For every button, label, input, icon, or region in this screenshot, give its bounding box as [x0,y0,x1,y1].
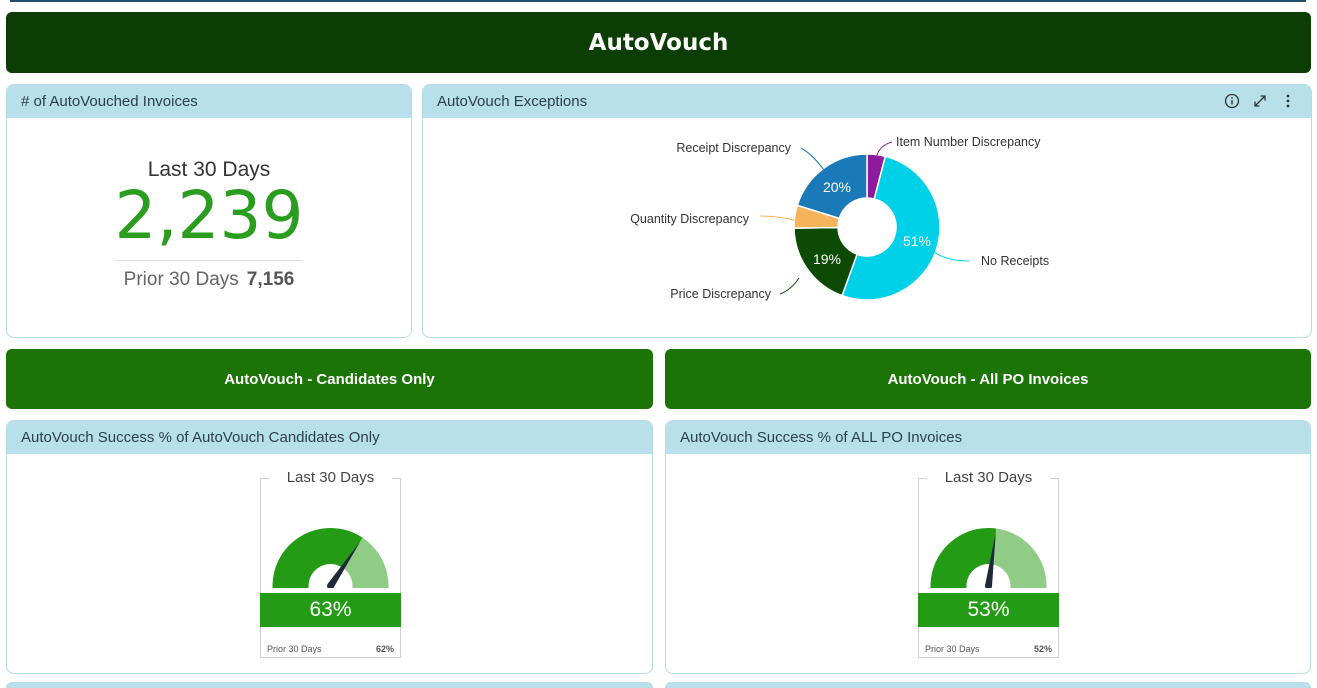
all-po-invoices-button[interactable]: AutoVouch - All PO Invoices [665,349,1311,409]
gauge-card-candidates-header: AutoVouch Success % of AutoVouch Candida… [7,421,652,454]
slice-label: Receipt Discrepancy [676,141,791,155]
label-leader-line [800,147,825,171]
gauge-remaining-arc [342,537,389,588]
success-gauge [930,528,1047,588]
slice-percent-label: 20% [823,179,851,195]
kpi-divider [116,260,302,261]
kpi-prior-label: Prior 30 Days [123,269,239,290]
kpi-prior: Prior 30 Days 7,156 [7,269,411,291]
label-leader-line [779,277,800,295]
gauge-needle-hub [985,582,992,588]
gauge-prior-label: Prior 30 Days [267,644,322,654]
label-leader-line [930,249,970,262]
kpi-prior-value: 7,156 [246,269,295,290]
gauge-needle-hub [327,582,334,588]
next-card-right-edge [665,682,1311,688]
exceptions-card-title: AutoVouch Exceptions [437,93,588,110]
gauge-card-candidates-title: AutoVouch Success % of AutoVouch Candida… [21,429,380,446]
candidates-only-button-label: AutoVouch - Candidates Only [224,370,435,388]
kpi-card: # of AutoVouched Invoices Last 30 Days 2… [6,84,412,338]
gauge-value: 63% [260,593,401,627]
page-title: AutoVouch [588,29,729,56]
gauge-widget-all-po: Last 30 Days 53% Prior 30 Days 52% [918,469,1059,658]
gauge-widget-candidates: Last 30 Days 63% Prior 30 Days 62% [260,469,401,658]
donut-slice[interactable] [796,153,868,220]
top-divider [10,0,1306,2]
info-icon[interactable] [1223,92,1241,110]
next-card-left-edge [6,682,653,688]
candidates-only-button[interactable]: AutoVouch - Candidates Only [6,349,653,409]
kpi-period-label: Last 30 Days [147,158,271,181]
slice-label: No Receipts [981,254,1049,268]
exceptions-donut-chart: Item Number Discrepancy No Receipts 51% Pri… [630,135,1049,301]
slice-label: Item Number Discrepancy [896,135,1041,149]
gauge-prior-value: 62% [375,644,394,654]
gauge-card-candidates: AutoVouch Success % of AutoVouch Candida… [6,420,653,674]
slice-label: Price Discrepancy [670,287,771,301]
exceptions-card: AutoVouch Exceptions Item Number Discrep… [422,84,1312,338]
label-leader-line [759,215,799,222]
slice-percent-label: 51% [903,233,931,249]
gauge-prior-value: 52% [1033,644,1052,654]
gauge-needle [985,532,996,587]
kpi-card-title: # of AutoVouched Invoices [21,93,198,110]
gauge-prior-label: Prior 30 Days [925,644,980,654]
exceptions-card-header: AutoVouch Exceptions [423,85,1311,118]
kpi-card-header: # of AutoVouched Invoices [7,85,411,118]
gauge-needle [327,541,361,588]
success-gauge [272,528,389,588]
gauge-filled-arc [272,528,363,588]
expand-icon[interactable] [1251,92,1269,110]
more-vertical-icon[interactable] [1279,92,1297,110]
slice-percent-label: 19% [813,251,841,267]
label-leader-line [875,141,893,160]
all-po-invoices-button-label: AutoVouch - All PO Invoices [887,370,1089,388]
donut-slice[interactable] [793,226,859,297]
donut-slice[interactable] [841,155,941,301]
gauge-filled-arc [930,528,997,588]
gauge-remaining-arc [991,528,1047,588]
gauge-period-label: Last 30 Days [938,469,1039,486]
kpi-value: 2,239 [114,177,304,254]
page-banner: AutoVouch [6,12,1311,73]
gauge-card-all-po-header: AutoVouch Success % of ALL PO Invoices [666,421,1310,454]
gauge-card-all-po-title: AutoVouch Success % of ALL PO Invoices [680,429,963,446]
gauge-value: 53% [918,593,1059,627]
gauge-card-all-po: AutoVouch Success % of ALL PO Invoices L… [665,420,1311,674]
slice-label: Quantity Discrepancy [630,212,750,226]
gauge-period-label: Last 30 Days [280,469,381,486]
